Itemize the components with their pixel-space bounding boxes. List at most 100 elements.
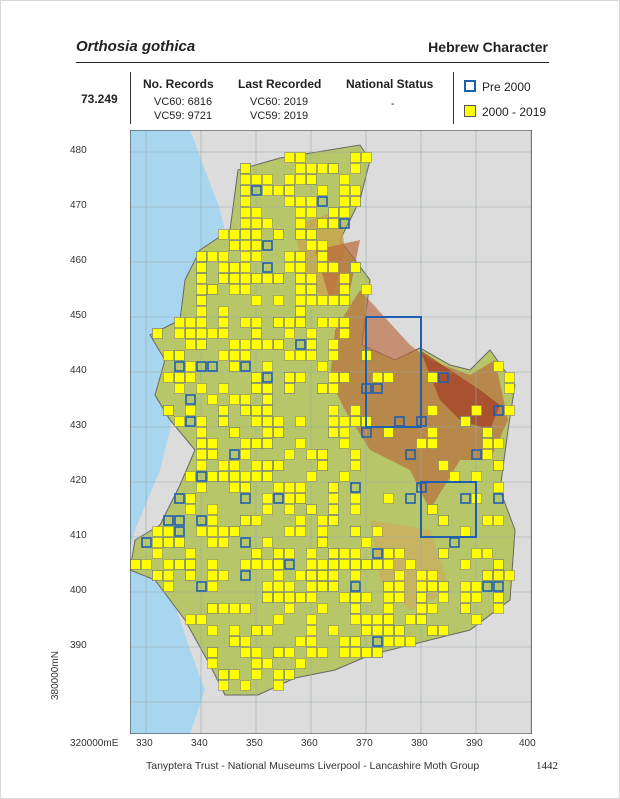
record-square-post-2000	[251, 207, 262, 218]
record-square-post-2000	[350, 592, 361, 603]
record-square-post-2000	[185, 559, 196, 570]
record-square-pre-2000	[438, 372, 449, 383]
record-square-post-2000	[295, 526, 306, 537]
record-square-post-2000	[229, 603, 240, 614]
species-name: Orthosia gothica	[76, 38, 196, 55]
last-recorded-heading: Last Recorded	[238, 77, 322, 91]
record-square-post-2000	[339, 185, 350, 196]
record-square-post-2000	[493, 592, 504, 603]
record-square-post-2000	[207, 328, 218, 339]
record-square-post-2000	[471, 592, 482, 603]
record-square-post-2000	[196, 526, 207, 537]
y-tick-470: 470	[70, 200, 87, 211]
record-square-post-2000	[251, 416, 262, 427]
record-square-post-2000	[372, 647, 383, 658]
record-square-post-2000	[339, 207, 350, 218]
record-square-post-2000	[460, 603, 471, 614]
record-square-post-2000	[240, 603, 251, 614]
record-square-post-2000	[394, 548, 405, 559]
record-square-post-2000	[317, 262, 328, 273]
record-square-post-2000	[262, 438, 273, 449]
record-square-post-2000	[218, 603, 229, 614]
record-square-post-2000	[482, 570, 493, 581]
record-square-post-2000	[262, 416, 273, 427]
page-number: 1442	[536, 760, 558, 772]
record-square-post-2000	[328, 581, 339, 592]
record-square-post-2000	[262, 493, 273, 504]
record-square-post-2000	[240, 405, 251, 416]
record-square-post-2000	[306, 240, 317, 251]
record-square-post-2000	[493, 559, 504, 570]
record-square-post-2000	[438, 548, 449, 559]
record-square-post-2000	[185, 614, 196, 625]
record-square-post-2000	[163, 537, 174, 548]
record-square-post-2000	[273, 592, 284, 603]
record-square-post-2000	[295, 570, 306, 581]
record-square-post-2000	[339, 471, 350, 482]
record-square-post-2000	[306, 284, 317, 295]
record-square-post-2000	[185, 493, 196, 504]
record-square-post-2000	[152, 328, 163, 339]
record-square-post-2000	[460, 526, 471, 537]
record-square-post-2000	[405, 614, 416, 625]
record-square-post-2000	[240, 482, 251, 493]
record-square-post-2000	[394, 625, 405, 636]
record-square-post-2000	[504, 405, 515, 416]
record-square-post-2000	[328, 339, 339, 350]
record-square-post-2000	[218, 537, 229, 548]
record-square-post-2000	[163, 372, 174, 383]
record-square-post-2000	[240, 229, 251, 240]
record-square-post-2000	[273, 647, 284, 658]
record-square-post-2000	[262, 218, 273, 229]
y-tick-420: 420	[70, 475, 87, 486]
record-square-post-2000	[482, 427, 493, 438]
record-square-post-2000	[284, 548, 295, 559]
record-square-post-2000	[240, 240, 251, 251]
record-square-post-2000	[229, 625, 240, 636]
record-square-post-2000	[295, 636, 306, 647]
record-square-post-2000	[240, 207, 251, 218]
x-tick-370: 370	[356, 738, 373, 749]
record-square-post-2000	[350, 493, 361, 504]
record-square-post-2000	[284, 262, 295, 273]
record-square-post-2000	[251, 471, 262, 482]
record-square-post-2000	[317, 383, 328, 394]
record-square-post-2000	[328, 295, 339, 306]
record-square-post-2000	[317, 251, 328, 262]
record-square-post-2000	[295, 416, 306, 427]
record-square-post-2000	[306, 339, 317, 350]
record-square-post-2000	[240, 559, 251, 570]
record-square-post-2000	[416, 603, 427, 614]
record-square-post-2000	[273, 339, 284, 350]
record-square-post-2000	[295, 174, 306, 185]
record-square-post-2000	[493, 438, 504, 449]
record-square-pre-2000	[493, 405, 504, 416]
record-square-post-2000	[284, 603, 295, 614]
record-square-post-2000	[317, 526, 328, 537]
record-square-post-2000	[350, 647, 361, 658]
record-square-pre-2000	[196, 581, 207, 592]
record-square-post-2000	[438, 625, 449, 636]
record-square-post-2000	[306, 625, 317, 636]
record-square-post-2000	[361, 647, 372, 658]
record-square-post-2000	[240, 251, 251, 262]
record-square-post-2000	[141, 559, 152, 570]
record-square-post-2000	[339, 174, 350, 185]
record-square-post-2000	[361, 614, 372, 625]
record-square-post-2000	[460, 581, 471, 592]
record-square-post-2000	[383, 614, 394, 625]
record-square-post-2000	[185, 361, 196, 372]
y-tick-380: 380000mN	[50, 651, 61, 700]
record-square-post-2000	[251, 251, 262, 262]
record-square-post-2000	[273, 416, 284, 427]
record-square-post-2000	[229, 394, 240, 405]
record-square-post-2000	[383, 581, 394, 592]
record-square-post-2000	[218, 262, 229, 273]
record-square-post-2000	[207, 284, 218, 295]
record-square-post-2000	[185, 372, 196, 383]
record-square-post-2000	[196, 427, 207, 438]
record-square-post-2000	[350, 614, 361, 625]
record-square-post-2000	[251, 405, 262, 416]
record-square-pre-2000	[405, 493, 416, 504]
record-square-post-2000	[460, 416, 471, 427]
